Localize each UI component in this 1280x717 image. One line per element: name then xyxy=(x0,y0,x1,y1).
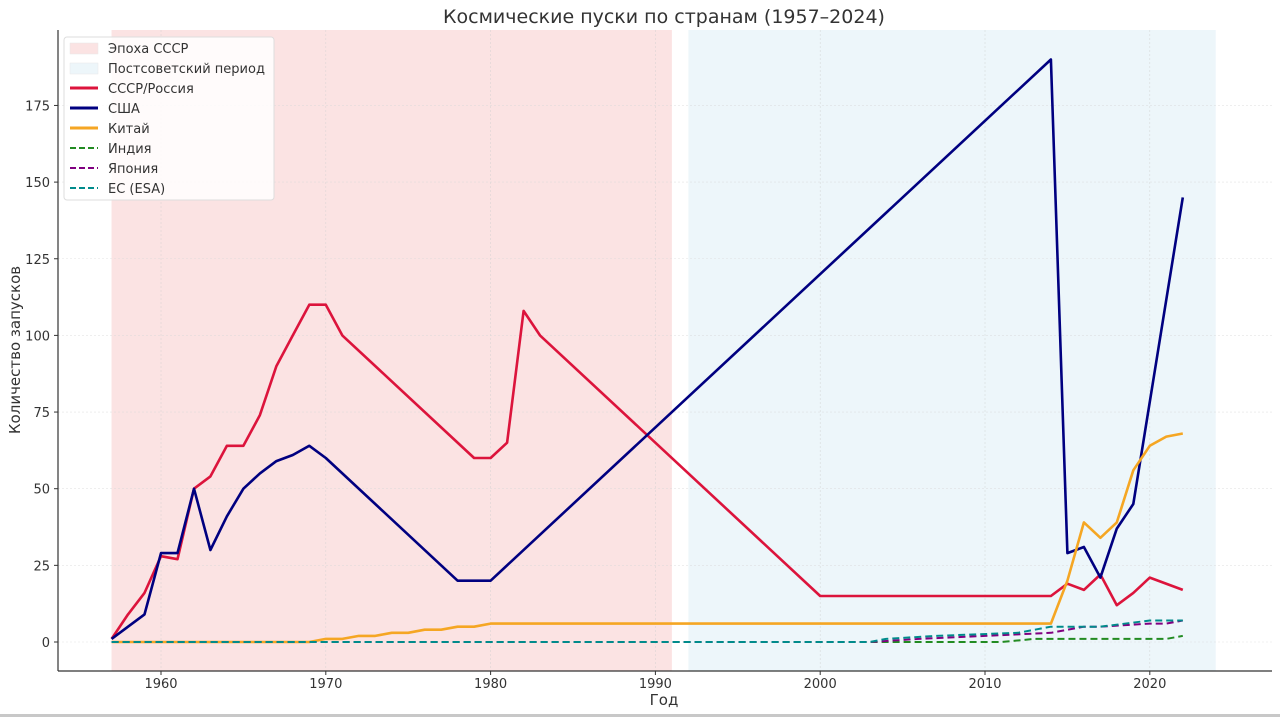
page-bottom-divider xyxy=(0,714,1280,717)
x-tick-label: 2000 xyxy=(804,677,837,692)
x-tick-label: 1990 xyxy=(639,677,672,692)
y-axis-label: Количество запусков xyxy=(6,266,24,434)
legend-entry-label: Постсоветский период xyxy=(108,62,265,77)
x-tick-label: 2020 xyxy=(1133,677,1166,692)
legend-entry-label: США xyxy=(108,102,140,117)
y-tick-label: 125 xyxy=(25,253,50,268)
x-tick-label: 1970 xyxy=(309,677,342,692)
y-tick-label: 0 xyxy=(42,636,50,651)
shaded-periods xyxy=(111,30,1216,671)
legend-entry-label: СССР/Россия xyxy=(108,82,194,97)
span-1 xyxy=(688,30,1216,671)
series-line-3 xyxy=(111,634,1183,643)
y-tick-label: 175 xyxy=(25,99,50,114)
series-line-4 xyxy=(111,619,1183,643)
legend-entry-label: ЕС (ESA) xyxy=(108,182,165,197)
data-series xyxy=(110,58,1185,644)
y-tick-label: 100 xyxy=(25,329,50,344)
y-tick-label: 50 xyxy=(33,483,50,498)
chart-title: Космические пуски по странам (1957–2024) xyxy=(443,6,885,28)
legend-entry-label: Китай xyxy=(108,122,150,137)
legend-box xyxy=(63,36,275,201)
y-tick-label: 75 xyxy=(33,406,50,421)
legend-entry-label: Индия xyxy=(108,142,151,157)
y-tick-label: 150 xyxy=(25,176,50,191)
series-line-5 xyxy=(111,619,1183,643)
y-tick-label: 25 xyxy=(33,559,50,574)
x-tick-label: 1960 xyxy=(144,677,177,692)
axes: 1960 1970 1980 1990 2000 2010 2020 0 25 50 75 100 12… xyxy=(25,30,1272,692)
x-axis-label: Год xyxy=(650,691,679,709)
x-tick-label: 1980 xyxy=(474,677,507,692)
grid-lines xyxy=(58,30,1272,671)
x-tick-label: 2010 xyxy=(968,677,1001,692)
legend-entry-label: Эпоха СССР xyxy=(108,42,189,57)
legend: Эпоха СССР Постсоветский период СССР/Росси… xyxy=(63,36,275,201)
series-line-2 xyxy=(111,432,1184,644)
legend-entry-label: Япония xyxy=(108,162,158,177)
series-line-1 xyxy=(110,58,1185,640)
